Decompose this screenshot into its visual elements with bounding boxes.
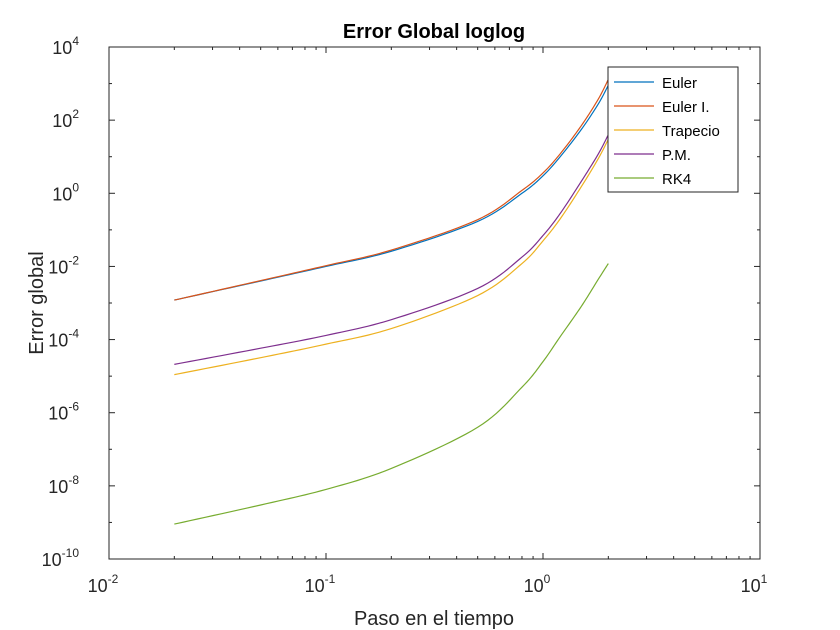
series-line-p-m — [174, 134, 609, 365]
legend-label: P.M. — [662, 147, 691, 164]
x-tick-label: 100 — [524, 572, 551, 596]
x-tick-label: 101 — [741, 572, 768, 596]
y-tick-label: 10-2 — [48, 253, 79, 277]
x-tick-label: 10-1 — [305, 572, 336, 596]
legend: Euler Euler I. Trapecio P.M. RK4 — [607, 66, 739, 193]
series-line-rk4 — [174, 263, 609, 525]
y-tick-label: 10-6 — [48, 400, 79, 424]
chart-title: Error Global loglog — [343, 21, 525, 43]
legend-label: Euler I. — [662, 99, 710, 116]
legend-label: RK4 — [662, 171, 691, 188]
y-tick-label: 10-4 — [48, 327, 79, 351]
x-tick-label: 10-2 — [88, 572, 119, 596]
y-tick-label: 100 — [52, 180, 79, 204]
y-tick-label: 104 — [52, 34, 79, 58]
y-tick-label: 10-10 — [42, 546, 80, 570]
tick-labels: 10-2 10-1 100 101 10-10 10-8 10-6 10-4 10-2 100 10… — [42, 34, 768, 596]
series-line-trapecio — [174, 138, 609, 376]
legend-label: Trapecio — [662, 123, 720, 140]
series-line-euler-i — [174, 79, 609, 301]
legend-label: Euler — [662, 75, 697, 92]
series-group — [174, 79, 609, 525]
y-tick-label: 10-8 — [48, 473, 79, 497]
ticks — [108, 46, 761, 560]
y-tick-label: 102 — [52, 107, 79, 131]
series-line-euler — [174, 84, 609, 301]
y-axis-label: Error global — [26, 251, 48, 354]
x-axis-label: Paso en el tiempo — [354, 608, 514, 630]
